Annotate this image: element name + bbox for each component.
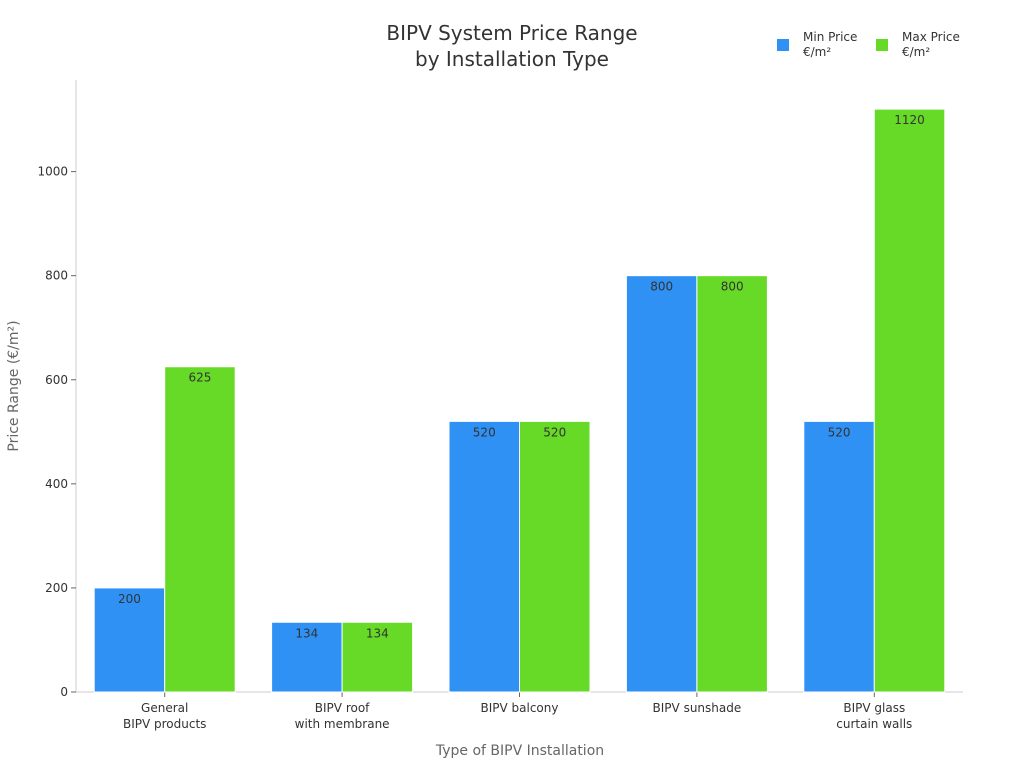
x-tick-label: BIPV products — [123, 717, 206, 731]
x-tick-label: with membrane — [295, 717, 390, 731]
bar — [873, 108, 946, 693]
y-axis-label: Price Range (€/m²) — [6, 320, 22, 451]
data-label: 1120 — [894, 113, 925, 127]
data-label: 625 — [188, 371, 211, 385]
data-label: 800 — [721, 280, 744, 294]
data-label: 520 — [473, 425, 496, 439]
x-tick-label: BIPV glass — [843, 701, 905, 715]
data-label: 134 — [366, 626, 389, 640]
x-tick-label: BIPV sunshade — [653, 701, 742, 715]
bar — [803, 420, 875, 693]
x-axis-label: Type of BIPV Installation — [435, 743, 604, 759]
x-tick-label: BIPV balcony — [481, 701, 559, 715]
bar — [448, 420, 520, 693]
data-label: 800 — [650, 280, 673, 294]
data-label: 134 — [295, 626, 318, 640]
x-tick-label: curtain walls — [836, 717, 912, 731]
y-tick-label: 800 — [45, 269, 68, 283]
y-tick-label: 1000 — [37, 165, 68, 179]
bar — [696, 275, 768, 693]
data-label: 200 — [118, 592, 141, 606]
y-tick-label: 600 — [45, 373, 68, 387]
legend-swatch-max — [876, 39, 888, 51]
x-tick-label: General — [141, 701, 188, 715]
y-tick-label: 400 — [45, 477, 68, 491]
bar — [164, 366, 236, 693]
bar — [341, 621, 414, 693]
chart-title: BIPV System Price Range by Installation … — [386, 21, 638, 71]
data-label: 520 — [828, 425, 851, 439]
y-tick-label: 200 — [45, 581, 68, 595]
x-tick-label: BIPV roof — [315, 701, 370, 715]
bar — [519, 420, 591, 693]
bar — [271, 621, 343, 693]
legend-label-max: Max Price €/m² — [902, 30, 960, 59]
y-tick-label: 0 — [60, 685, 68, 699]
legend-swatch-min — [777, 39, 789, 51]
legend-label-min: Min Price €/m² — [803, 30, 858, 59]
bar — [625, 275, 698, 693]
data-label: 520 — [543, 425, 566, 439]
